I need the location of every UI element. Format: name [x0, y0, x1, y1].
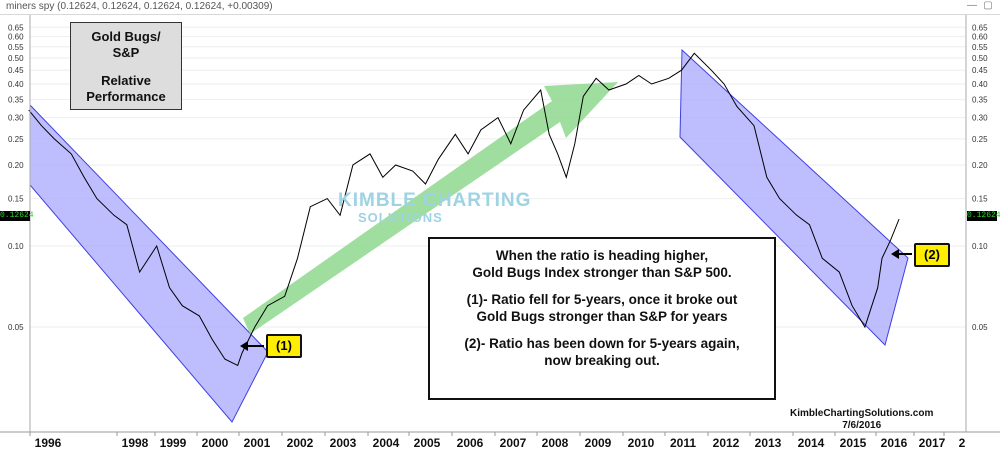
- last-value-left: 0.12624: [0, 211, 34, 221]
- y-tick-label: 0.40: [972, 80, 988, 89]
- x-tick-label: 2004: [373, 436, 400, 450]
- x-tick-label: 2008: [542, 436, 569, 450]
- x-tick-label: 2007: [500, 436, 527, 450]
- title-box: Gold Bugs/ S&P Relative Performance: [70, 22, 182, 110]
- y-tick-label: 0.30: [972, 114, 988, 123]
- x-tick-label: 1998: [122, 436, 149, 450]
- callout-2-arrowhead: [891, 249, 899, 259]
- credit-site: KimbleChartingSolutions.com: [790, 408, 934, 419]
- uptrend-arrow: [243, 82, 618, 334]
- callout-2: (2): [914, 243, 950, 267]
- x-tick-label: 1996: [35, 436, 62, 450]
- y-tick-label: 0.60: [8, 33, 24, 42]
- x-tick-label: 2006: [457, 436, 484, 450]
- x-tick-label: 2016: [881, 436, 908, 450]
- x-tick-label: 2012: [713, 436, 740, 450]
- y-tick-label: 0.05: [8, 323, 24, 332]
- y-tick-label: 0.65: [972, 23, 988, 32]
- chart-header: miners spy (0.12624, 0.12624, 0.12624, 0…: [0, 0, 1000, 15]
- y-tick-label: 0.55: [972, 43, 988, 52]
- y-tick-label: 0.35: [8, 96, 24, 105]
- x-tick-label: 2010: [628, 436, 655, 450]
- downtrend-channel-1: [29, 103, 269, 423]
- callout-1-arrowhead: [240, 341, 248, 351]
- y-tick-label: 0.50: [8, 54, 24, 63]
- watermark-line: SOLUTIONS: [358, 210, 443, 225]
- y-tick-label: 0.50: [972, 54, 988, 63]
- price-line: [28, 52, 900, 367]
- y-tick-label: 0.25: [8, 135, 24, 144]
- x-tick-label: 2: [959, 436, 966, 450]
- credit: KimbleChartingSolutions.com 7/6/2016: [790, 408, 933, 432]
- x-tick-label: 2002: [287, 436, 314, 450]
- title-line: S&P: [112, 45, 140, 60]
- watermark-line: KIMBLE CHARTING: [338, 190, 532, 211]
- note-line: now breaking out.: [544, 353, 660, 368]
- last-value-right: 0.12624: [967, 211, 1000, 221]
- y-tick-label: 0.35: [972, 96, 988, 105]
- annotation-box: When the ratio is heading higher, Gold Bu…: [428, 237, 776, 400]
- y-tick-label: 0.40: [8, 80, 24, 89]
- minimize-icon[interactable]: —: [967, 0, 977, 11]
- y-tick-label: 0.20: [972, 161, 988, 170]
- x-tick-label: 2015: [840, 436, 867, 450]
- credit-date: 7/6/2016: [842, 420, 882, 431]
- x-tick-label: 2003: [330, 436, 357, 450]
- downtrend-channel-2: [679, 48, 909, 346]
- y-tick-label: 0.30: [8, 114, 24, 123]
- x-tick-label: 2014: [798, 436, 825, 450]
- y-tick-label: 0.10: [972, 242, 988, 251]
- y-tick-label: 0.05: [972, 323, 988, 332]
- x-tick-label: 1999: [160, 436, 187, 450]
- title-line: Performance: [86, 89, 166, 104]
- x-tick-label: 2005: [414, 436, 441, 450]
- x-tick-label: 2000: [202, 436, 229, 450]
- callout-1: (1): [266, 334, 302, 358]
- y-tick-label: 0.15: [972, 195, 988, 204]
- y-tick-label: 0.20: [8, 161, 24, 170]
- x-tick-label: 2011: [670, 436, 696, 450]
- note-line: Gold Bugs Index stronger than S&P 500.: [472, 265, 732, 280]
- title-line: Relative: [101, 73, 151, 88]
- x-tick-label: 2013: [755, 436, 782, 450]
- y-tick-label: 0.15: [8, 195, 24, 204]
- y-tick-label: 0.65: [8, 23, 24, 32]
- y-tick-label: 0.10: [8, 242, 24, 251]
- title-line: Gold Bugs/: [91, 29, 161, 44]
- x-tick-label: 2009: [585, 436, 612, 450]
- y-tick-label: 0.45: [972, 66, 988, 75]
- ticker-label: miners spy (0.12624, 0.12624, 0.12624, 0…: [6, 1, 273, 12]
- note-line: (1)- Ratio fell for 5-years, once it bro…: [466, 292, 738, 307]
- y-tick-label: 0.25: [972, 135, 988, 144]
- note-line: Gold Bugs stronger than S&P for years: [476, 309, 728, 324]
- x-tick-label: 2017: [919, 436, 946, 450]
- maximize-icon[interactable]: ▢: [983, 0, 993, 11]
- note-line: (2)- Ratio has been down for 5-years aga…: [464, 336, 740, 351]
- y-tick-label: 0.45: [8, 66, 24, 75]
- x-tick-label: 2001: [244, 436, 271, 450]
- y-tick-label: 0.60: [972, 33, 988, 42]
- y-tick-label: 0.55: [8, 43, 24, 52]
- note-line: When the ratio is heading higher,: [495, 248, 709, 263]
